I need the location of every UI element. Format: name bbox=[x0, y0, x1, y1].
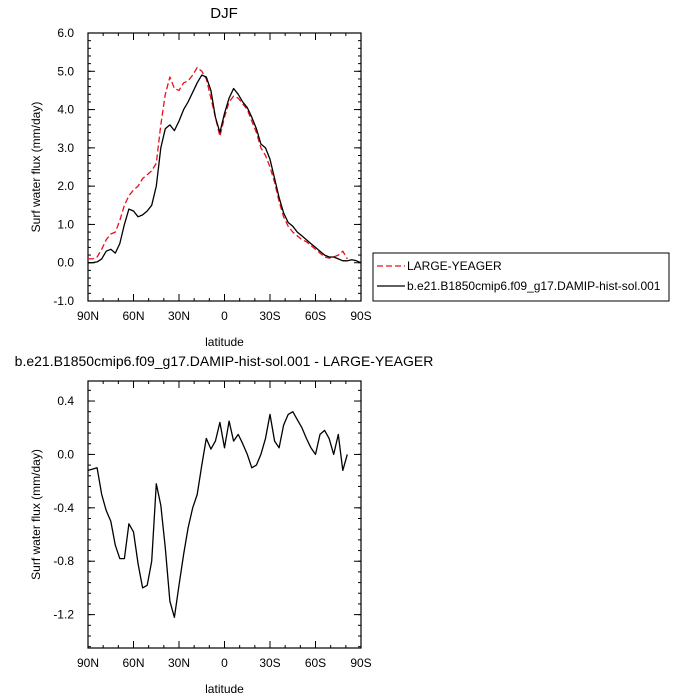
x-tick-label: 90N bbox=[77, 309, 99, 323]
plot-frame-1 bbox=[87, 380, 362, 649]
x-tick-label: 90S bbox=[350, 309, 371, 323]
x-tick-label: 60S bbox=[305, 309, 326, 323]
y-tick-label: 0.4 bbox=[57, 394, 74, 408]
x-tick-label: 60S bbox=[305, 656, 326, 670]
series-line-difference bbox=[87, 411, 348, 618]
x-tick-label: 0 bbox=[221, 656, 228, 670]
x-tick-label: 0 bbox=[221, 309, 228, 323]
x-tick-label: 90S bbox=[350, 656, 371, 670]
x-axis-label-0: latitude bbox=[205, 335, 244, 349]
chart-title-1: b.e21.B1850cmip6.f09_g17.DAMIP-hist-sol.… bbox=[15, 353, 434, 369]
x-tick-label: 90N bbox=[77, 656, 99, 670]
legend-label-1: b.e21.B1850cmip6.f09_g17.DAMIP-hist-sol.… bbox=[407, 279, 661, 293]
legend-label-0: LARGE-YEAGER bbox=[407, 259, 502, 273]
chart-title-0: DJF bbox=[210, 5, 238, 22]
x-tick-label: 30N bbox=[168, 656, 190, 670]
y-axis-label-1: Surf water flux (mm/day) bbox=[29, 449, 43, 580]
series-line-large-yeager bbox=[88, 66, 348, 260]
y-tick-label: -1.2 bbox=[53, 608, 74, 622]
y-tick-label: 0.0 bbox=[57, 447, 74, 461]
x-tick-label: 30S bbox=[259, 656, 280, 670]
x-tick-label: 60N bbox=[122, 656, 144, 670]
x-tick-label: 60N bbox=[122, 309, 144, 323]
y-tick-label: 3.0 bbox=[57, 141, 74, 155]
y-tick-label: 5.0 bbox=[57, 64, 74, 78]
y-tick-label: -0.4 bbox=[53, 501, 74, 515]
y-tick-label: 6.0 bbox=[57, 26, 74, 40]
x-tick-label: 30S bbox=[259, 309, 280, 323]
x-tick-label: 30N bbox=[168, 309, 190, 323]
plot-frame-0 bbox=[87, 32, 362, 302]
y-tick-label: -0.8 bbox=[53, 554, 74, 568]
y-tick-label: 1.0 bbox=[57, 217, 74, 231]
y-tick-label: 4.0 bbox=[57, 103, 74, 117]
y-axis-label-0: Surf water flux (mm/day) bbox=[29, 102, 43, 233]
series-line-b-e21-b1850cmip6-f09-g17-damip-hist-sol-001 bbox=[88, 74, 362, 264]
legend-box bbox=[372, 252, 670, 302]
x-axis-label-1: latitude bbox=[205, 682, 244, 696]
y-tick-label: -1.0 bbox=[53, 294, 74, 308]
y-tick-label: 2.0 bbox=[57, 179, 74, 193]
y-tick-label: 0.0 bbox=[57, 256, 74, 270]
